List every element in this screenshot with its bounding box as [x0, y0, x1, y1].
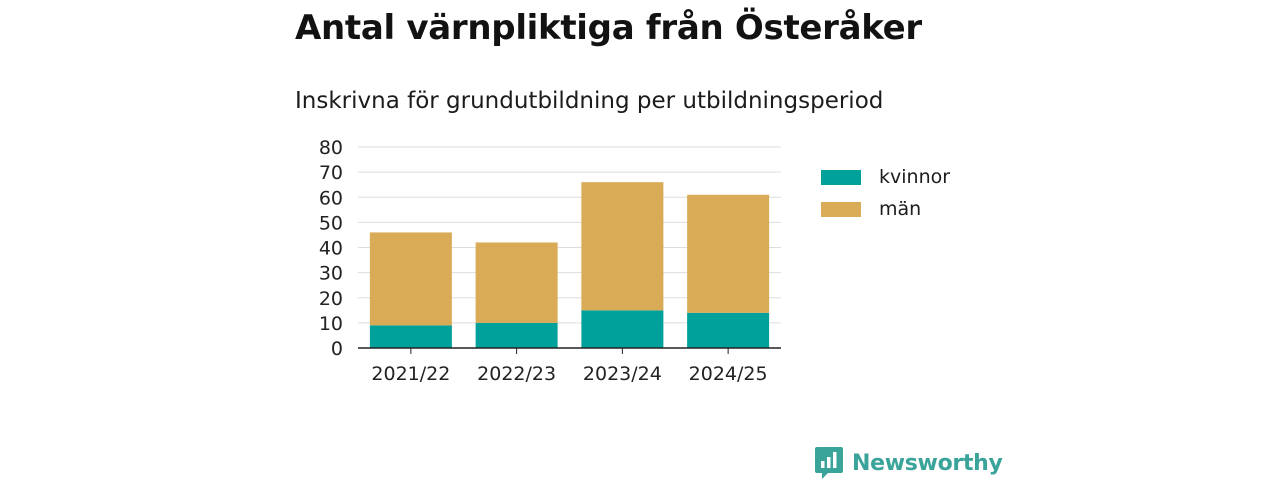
legend-item-kvinnor: kvinnor [821, 166, 950, 188]
bar-kvinnor-2022-23 [475, 322, 558, 348]
bar-man-2024-25 [687, 194, 770, 313]
newsworthy-logo-icon [815, 447, 843, 479]
brand-logo: Newsworthy [814, 446, 1003, 480]
y-tick-label-70: 70 [319, 162, 343, 184]
x-tick-label-2021-22: 2021/22 [371, 363, 450, 385]
bar-man-2021-22 [369, 232, 452, 326]
y-tick-label-50: 50 [319, 212, 343, 234]
y-tick-label-10: 10 [319, 313, 343, 335]
y-tick-label-60: 60 [319, 187, 343, 209]
y-tick-label-40: 40 [319, 238, 343, 260]
bar-kvinnor-2024-25 [687, 312, 770, 348]
legend: kvinnor män [821, 166, 950, 230]
x-tick-label-2024-25: 2024/25 [689, 363, 768, 385]
x-tick-label-2023-24: 2023/24 [583, 363, 662, 385]
y-tick-label-80: 80 [319, 137, 343, 159]
legend-label-man: män [879, 198, 922, 220]
legend-swatch-man [821, 201, 861, 217]
legend-item-man: män [821, 198, 950, 220]
y-tick-label-30: 30 [319, 263, 343, 285]
y-tick-label-20: 20 [319, 288, 343, 310]
chart-subtitle: Inskrivna för grundutbildning per utbild… [295, 88, 884, 114]
brand-name: Newsworthy [852, 450, 1003, 476]
bar-kvinnor-2021-22 [369, 325, 452, 348]
bar-kvinnor-2023-24 [581, 310, 664, 348]
y-tick-label-0: 0 [331, 338, 343, 360]
legend-swatch-kvinnor [821, 169, 861, 185]
bar-man-2022-23 [475, 242, 558, 323]
chart-title: Antal värnpliktiga från Österåker [295, 8, 922, 48]
x-tick-label-2022-23: 2022/23 [477, 363, 556, 385]
legend-label-kvinnor: kvinnor [879, 166, 951, 188]
bar-man-2023-24 [581, 182, 664, 311]
